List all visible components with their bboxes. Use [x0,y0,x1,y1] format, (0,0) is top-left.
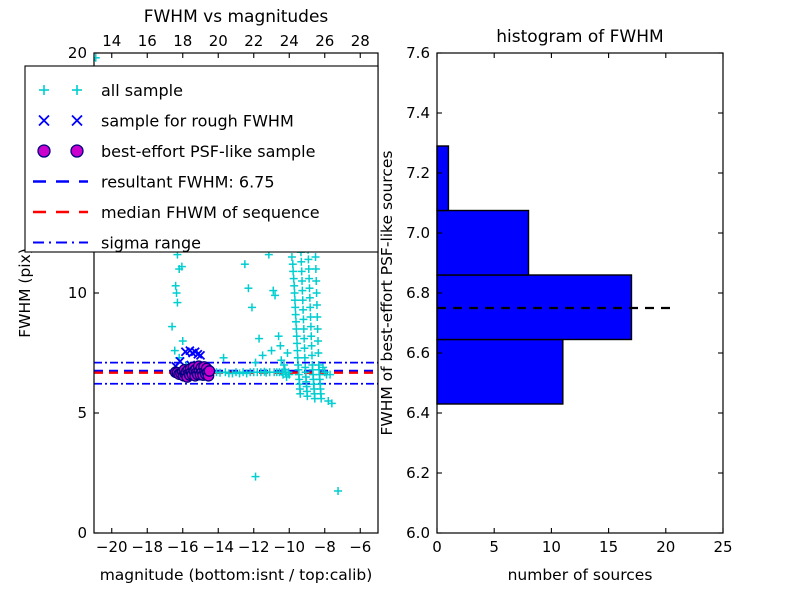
svg-text:6.2: 6.2 [406,464,430,482]
svg-text:6.4: 6.4 [406,404,430,422]
legend-label: median FHWM of sequence [101,203,320,222]
svg-text:7.0: 7.0 [406,224,430,242]
svg-text:25: 25 [713,538,732,556]
legend-label: sample for rough FWHM [101,112,294,131]
svg-text:−12: −12 [238,538,270,556]
legend-item-median-fhwm-of-sequence[interactable]: median FHWM of sequence [33,203,320,222]
svg-text:6.0: 6.0 [406,524,430,542]
legend-label: best-effort PSF-like sample [101,142,315,161]
svg-text:0: 0 [432,538,442,556]
svg-text:7.4: 7.4 [406,104,430,122]
svg-text:−16: −16 [167,538,199,556]
legend-item-sample-for-rough-fwhm[interactable]: sample for rough FWHM [38,112,294,131]
svg-text:−8: −8 [314,538,336,556]
legend-item-all-sample[interactable]: all sample [39,81,183,100]
histogram-bar [436,145,450,212]
left-yaxis-label: FWHM (pix) [16,248,34,338]
scatter-data-area [94,53,378,495]
svg-text:20: 20 [68,44,87,62]
series-best-effort-psf-like-sample [169,360,216,383]
legend-label: resultant FWHM: 6.75 [101,173,275,192]
svg-text:7.2: 7.2 [406,164,430,182]
left-panel-title: FWHM vs magnitudes [144,7,329,27]
histogram-bar [436,338,564,405]
svg-text:−20: −20 [96,538,128,556]
svg-text:20: 20 [656,538,675,556]
left-xaxis-label: magnitude (bottom:isnt / top:calib) [100,566,373,584]
right-panel-histogram: 0 5 10 15 20 25 6.0 6.2 6.4 6.6 6.8 7.0 7.2 7.4 7.6 his… [378,27,733,584]
series-all-sample [94,53,343,495]
svg-text:26: 26 [315,32,334,50]
svg-text:6.8: 6.8 [406,284,430,302]
svg-text:−6: −6 [349,538,371,556]
svg-text:16: 16 [138,32,157,50]
histogram-bar [436,209,530,276]
svg-text:−14: −14 [202,538,234,556]
svg-text:−10: −10 [273,538,305,556]
svg-text:24: 24 [280,32,299,50]
svg-text:14: 14 [102,32,121,50]
svg-text:15: 15 [599,538,618,556]
right-panel-title: histogram of FWHM [496,27,663,47]
svg-text:5: 5 [489,538,499,556]
legend-label: sigma range [101,234,201,253]
legend-box [24,65,379,253]
svg-text:6.6: 6.6 [406,344,430,362]
svg-text:18: 18 [173,32,192,50]
svg-text:20: 20 [209,32,228,50]
svg-text:0: 0 [77,524,87,542]
legend-label: all sample [101,81,183,100]
svg-text:7.6: 7.6 [406,44,430,62]
svg-text:22: 22 [244,32,263,50]
right-xaxis-label: number of sources [508,566,653,584]
legend-item-sigma-range[interactable]: sigma range [33,234,201,253]
svg-text:5: 5 [77,404,87,422]
svg-text:10: 10 [542,538,561,556]
legend[interactable]: all sample sample for rough FWHM best-effo… [24,65,379,253]
legend-item-best-effort-psf-like-sample[interactable]: best-effort PSF-like sample [37,142,315,161]
svg-text:28: 28 [351,32,370,50]
right-yaxis-label: FWHM of best-effort PSF-like sources [378,150,396,435]
svg-text:10: 10 [68,284,87,302]
svg-text:−18: −18 [131,538,163,556]
legend-item-resultant-fwhm-6-75[interactable]: resultant FWHM: 6.75 [33,173,275,192]
